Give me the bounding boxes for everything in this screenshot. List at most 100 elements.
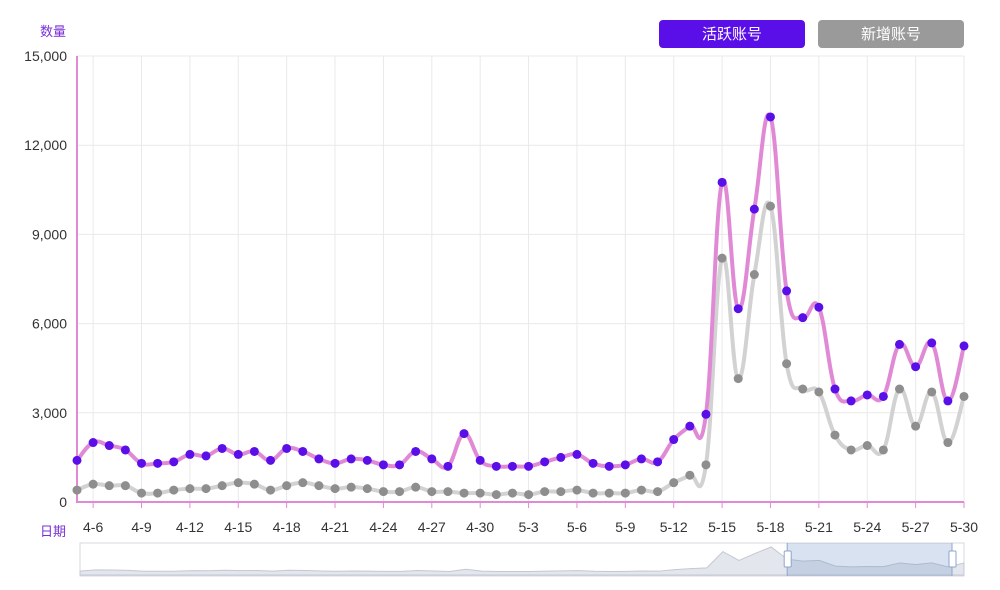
- data-point: [782, 286, 792, 296]
- data-point: [104, 481, 114, 491]
- data-point: [636, 454, 646, 464]
- x-tick-label: 4-30: [466, 519, 494, 535]
- data-point: [475, 488, 485, 498]
- y-tick-label: 6,000: [32, 316, 67, 332]
- data-point: [201, 484, 211, 494]
- data-point: [749, 204, 759, 214]
- data-point: [717, 253, 727, 263]
- data-point: [524, 461, 534, 471]
- data-point: [685, 421, 695, 431]
- x-tick-label: 5-18: [756, 519, 784, 535]
- data-point: [782, 359, 792, 369]
- data-point: [878, 391, 888, 401]
- data-point: [846, 396, 856, 406]
- data-point: [282, 481, 292, 491]
- data-point: [604, 461, 614, 471]
- data-point: [459, 429, 469, 439]
- data-point: [572, 485, 582, 495]
- data-point: [153, 458, 163, 468]
- data-point: [378, 487, 388, 497]
- data-point: [507, 488, 517, 498]
- data-point: [491, 461, 501, 471]
- data-point: [249, 479, 259, 489]
- data-point: [88, 479, 98, 489]
- data-point: [185, 449, 195, 459]
- x-tick-label: 5-9: [615, 519, 635, 535]
- x-tick-label: 4-27: [418, 519, 446, 535]
- data-point: [169, 457, 179, 467]
- data-point: [120, 481, 130, 491]
- data-point: [330, 458, 340, 468]
- zoom-handle: [783, 550, 792, 568]
- data-point: [685, 470, 695, 480]
- data-point: [572, 449, 582, 459]
- data-point: [620, 460, 630, 470]
- data-point: [653, 487, 663, 497]
- data-point: [362, 484, 372, 494]
- y-axis-label: 数量: [40, 25, 66, 40]
- data-point: [137, 488, 147, 498]
- data-point: [217, 481, 227, 491]
- data-point: [959, 341, 969, 351]
- data-point: [282, 443, 292, 453]
- data-point: [362, 455, 372, 465]
- data-point: [943, 396, 953, 406]
- data-point: [314, 481, 324, 491]
- data-point: [765, 112, 775, 122]
- x-tick-label: 5-21: [805, 519, 833, 535]
- x-tick-label: 5-12: [660, 519, 688, 535]
- data-point: [153, 488, 163, 498]
- data-point: [862, 390, 872, 400]
- data-point: [588, 488, 598, 498]
- data-point: [846, 445, 856, 455]
- x-tick-label: 5-27: [902, 519, 930, 535]
- data-point: [636, 485, 646, 495]
- data-point: [862, 441, 872, 451]
- data-point: [346, 482, 356, 492]
- data-point: [701, 409, 711, 419]
- y-tick-label: 15,000: [24, 48, 67, 64]
- x-tick-labels: 4-6 4-9 4-12 4-15 4-18 4-21 4-24 4-27 4-30 5-3 5-6…: [83, 519, 978, 535]
- x-tick-label: 4-18: [273, 519, 301, 535]
- data-point: [249, 446, 259, 456]
- data-zoom-slider[interactable]: [79, 542, 965, 577]
- data-point: [814, 302, 824, 312]
- x-tick-label: 5-6: [567, 519, 587, 535]
- y-tick-labels: 0 3,000 6,000 9,000 12,000 15,000: [24, 48, 67, 510]
- data-point: [733, 374, 743, 384]
- zoom-preview: [79, 546, 965, 576]
- zoom-window: [787, 543, 952, 576]
- data-point: [395, 460, 405, 470]
- data-point: [911, 421, 921, 431]
- y-tick-label: 9,000: [32, 226, 67, 242]
- y-tick-label: 3,000: [32, 405, 67, 421]
- data-point: [443, 461, 453, 471]
- data-point: [556, 452, 566, 462]
- data-point: [201, 451, 211, 461]
- data-point: [427, 454, 437, 464]
- data-point: [927, 387, 937, 397]
- x-tick-label: 5-15: [708, 519, 736, 535]
- x-tick-label: 4-6: [83, 519, 103, 535]
- data-point: [540, 487, 550, 497]
- data-point: [911, 362, 921, 372]
- data-point: [878, 445, 888, 455]
- x-tick-label: 5-3: [518, 519, 538, 535]
- data-point: [427, 487, 437, 497]
- data-point: [169, 485, 179, 495]
- data-point: [120, 445, 130, 455]
- data-point: [701, 460, 711, 470]
- data-point: [669, 435, 679, 445]
- data-point: [959, 391, 969, 401]
- data-point: [798, 384, 808, 394]
- x-tick-label: 5-24: [853, 519, 881, 535]
- legend-active-accounts[interactable]: 活跃账号: [659, 20, 805, 48]
- data-point: [765, 201, 775, 211]
- legend-new-accounts[interactable]: 新增账号: [818, 20, 964, 48]
- data-point: [894, 384, 904, 394]
- x-tick-label: 4-15: [224, 519, 252, 535]
- data-point: [298, 446, 308, 456]
- zoom-handle: [948, 550, 957, 568]
- series-line: [75, 112, 966, 470]
